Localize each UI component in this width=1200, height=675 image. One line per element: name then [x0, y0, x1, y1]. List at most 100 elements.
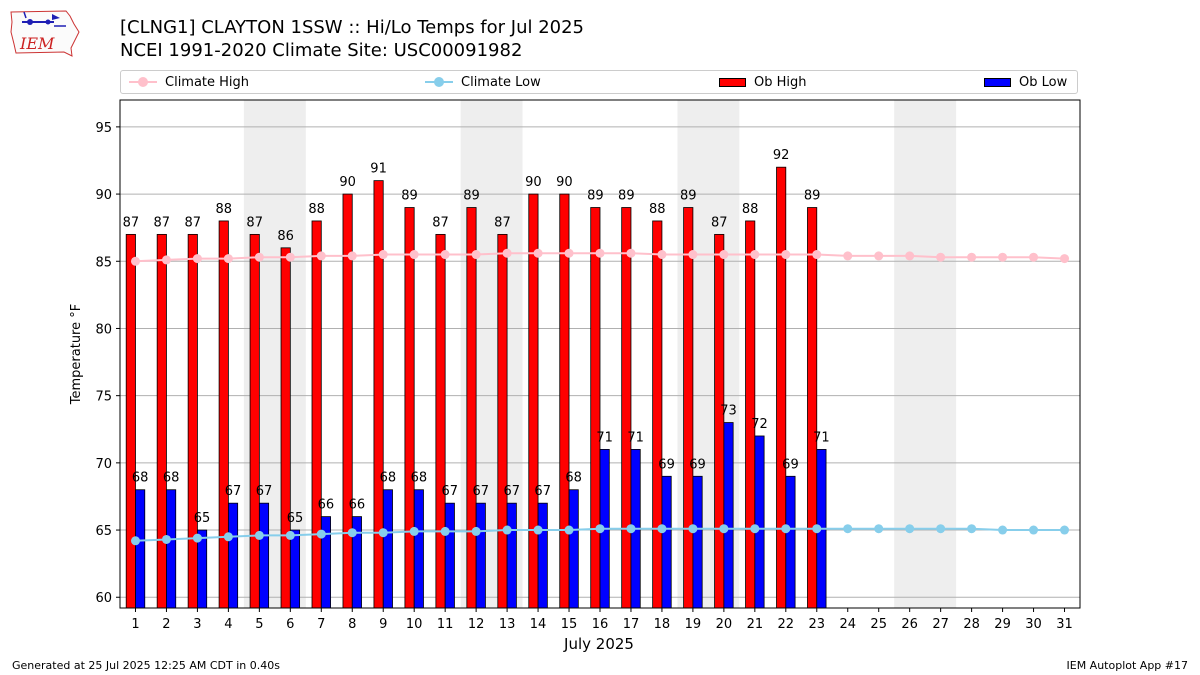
- x-tick-label: 16: [592, 617, 609, 632]
- climate-low-point: [874, 524, 884, 534]
- ob-low-value-label: 72: [751, 417, 768, 432]
- climate-high-point: [254, 252, 264, 262]
- x-tick-label: 1: [131, 617, 139, 632]
- climate-high-point: [595, 248, 605, 258]
- y-tick-label: 90: [95, 188, 112, 203]
- ob-low-bar: [754, 435, 765, 609]
- ob-low-value-label: 71: [627, 430, 644, 445]
- ob-high-value-label: 87: [432, 215, 449, 230]
- ob-high-value-label: 87: [123, 215, 140, 230]
- climate-low-point: [161, 534, 171, 544]
- ob-high-value-label: 88: [308, 202, 325, 217]
- climate-low-point: [471, 526, 481, 536]
- ob-low-bar: [475, 502, 486, 609]
- climate-high-point: [812, 250, 822, 260]
- ob-low-value-label: 73: [720, 404, 737, 419]
- ob-low-value-label: 69: [689, 457, 706, 472]
- ob-low-bar: [382, 489, 393, 609]
- climate-high-point: [471, 250, 481, 260]
- ob-high-value-label: 90: [339, 175, 356, 190]
- climate-high-point: [502, 248, 512, 258]
- x-axis-label: July 2025: [563, 635, 634, 653]
- climate-low-point: [812, 524, 822, 534]
- ob-high-bar: [249, 233, 260, 609]
- ob-high-value-label: 92: [773, 148, 790, 163]
- climate-low-point: [626, 524, 636, 534]
- climate-low-point: [750, 524, 760, 534]
- ob-low-value-label: 67: [503, 484, 520, 499]
- ob-high-bar: [218, 220, 229, 609]
- ob-low-value-label: 67: [442, 484, 459, 499]
- climate-low-point: [409, 526, 419, 536]
- climate-high-point: [719, 250, 729, 260]
- logo-text: IEM: [19, 34, 55, 53]
- climate-low-point: [1060, 525, 1070, 535]
- ob-high-value-label: 90: [556, 175, 573, 190]
- ob-low-bar: [723, 422, 734, 609]
- ob-high-value-label: 91: [370, 162, 387, 177]
- climate-high-point: [998, 252, 1008, 262]
- climate-high-point: [874, 251, 884, 261]
- ob-high-value-label: 89: [587, 189, 604, 204]
- ob-low-value-label: 71: [596, 430, 613, 445]
- climate-high-point: [657, 250, 667, 260]
- ob-high-value-label: 87: [711, 215, 728, 230]
- x-tick-label: 22: [778, 617, 795, 632]
- ob-low-value-label: 68: [163, 471, 180, 486]
- ob-high-bar: [280, 247, 291, 609]
- ob-high-bar: [187, 233, 198, 609]
- climate-low-point: [1029, 525, 1039, 535]
- climate-high-point: [905, 251, 915, 261]
- legend-swatch-ob-low: [984, 77, 1011, 87]
- ob-low-bar: [785, 475, 796, 609]
- legend-item-ob-low: Ob Low: [984, 71, 1067, 93]
- x-tick-label: 23: [809, 617, 826, 632]
- iem-logo: IEM: [8, 6, 80, 62]
- x-tick-label: 8: [348, 617, 356, 632]
- ob-high-bar: [776, 166, 787, 609]
- x-tick-label: 29: [994, 617, 1011, 632]
- ob-low-value-label: 68: [411, 471, 428, 486]
- ob-low-value-label: 71: [813, 430, 830, 445]
- ob-low-value-label: 68: [380, 471, 397, 486]
- x-tick-label: 12: [468, 617, 485, 632]
- ob-low-value-label: 67: [225, 484, 242, 499]
- ob-high-value-label: 88: [215, 202, 232, 217]
- chart-title: [CLNG1] CLAYTON 1SSW :: Hi/Lo Temps for …: [120, 17, 585, 38]
- climate-high-point: [440, 250, 450, 260]
- x-tick-label: 15: [561, 617, 578, 632]
- legend-label-climate-high: Climate High: [165, 74, 250, 90]
- ob-low-value-label: 66: [318, 498, 335, 513]
- climate-low-point: [719, 524, 729, 534]
- ob-low-bar: [537, 502, 548, 609]
- ob-low-bar: [135, 489, 146, 609]
- y-tick-label: 80: [95, 322, 112, 337]
- x-tick-label: 7: [317, 617, 325, 632]
- x-tick-label: 19: [685, 617, 702, 632]
- ob-high-bar: [497, 233, 508, 609]
- climate-high-point: [378, 250, 388, 260]
- legend-label-climate-low: Climate Low: [461, 74, 541, 90]
- ob-high-bar: [745, 220, 756, 609]
- legend: Climate High Climate Low Ob High Ob Low: [120, 70, 1078, 94]
- climate-high-point: [626, 248, 636, 258]
- climate-high-point: [533, 248, 543, 258]
- ob-low-value-label: 68: [565, 471, 582, 486]
- ob-low-bar: [227, 502, 239, 609]
- climate-low-point: [936, 524, 946, 534]
- y-tick-label: 65: [95, 524, 112, 539]
- climate-low-point: [192, 533, 202, 543]
- ob-low-value-label: 65: [287, 511, 304, 526]
- climate-low-point: [843, 524, 853, 534]
- x-tick-label: 11: [437, 617, 454, 632]
- ob-low-bar: [661, 475, 672, 609]
- x-tick-label: 13: [499, 617, 516, 632]
- x-tick-label: 2: [162, 617, 170, 632]
- climate-low-point: [130, 536, 140, 546]
- ob-high-bar: [373, 180, 384, 609]
- climate-low-point: [254, 530, 264, 540]
- climate-high-point: [130, 256, 140, 266]
- climate-high-point: [347, 251, 357, 261]
- x-tick-label: 26: [901, 617, 918, 632]
